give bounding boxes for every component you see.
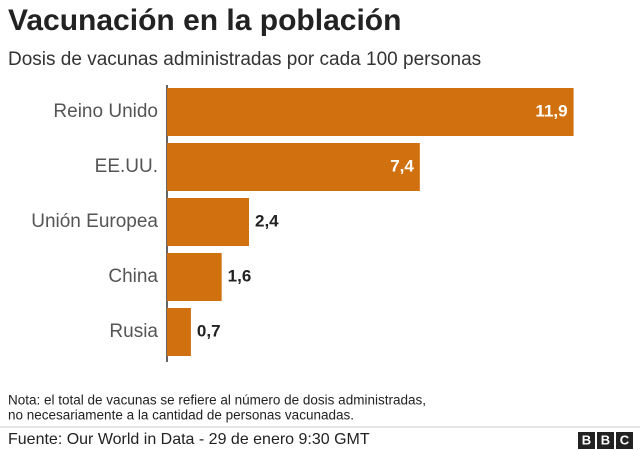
y-tick-label: Rusia (109, 321, 158, 342)
logo-box (597, 432, 614, 449)
note: no necesariamente a la cantidad de perso… (8, 408, 354, 423)
value-label: 1,6 (228, 266, 252, 285)
chart-subtitle: Dosis de vacunas administradas por cada … (8, 49, 481, 70)
y-tick-label: Reino Unido (53, 101, 158, 122)
bar (167, 198, 249, 246)
logo-letter: B (582, 432, 591, 447)
logo-letter: C (620, 432, 630, 447)
bar (167, 253, 222, 301)
source: Fuente: Our World in Data - 29 de enero … (8, 431, 370, 448)
bar (167, 88, 574, 136)
bar (167, 308, 191, 356)
value-label: 0,7 (197, 321, 221, 340)
value-label: 11,9 (535, 101, 567, 120)
logo-letter: B (601, 432, 610, 447)
y-tick-label: EE.UU. (95, 156, 158, 177)
note: Nota: el total de vacunas se refiere al … (8, 393, 426, 408)
value-label: 7,4 (390, 156, 414, 175)
logo-box (578, 432, 595, 449)
logo-box (616, 432, 633, 449)
y-tick-label: China (108, 266, 158, 287)
bar (167, 143, 420, 191)
y-tick-label: Unión Europea (31, 211, 158, 232)
value-label: 2,4 (255, 211, 279, 230)
chart-title: Vacunación en la población (8, 4, 401, 37)
